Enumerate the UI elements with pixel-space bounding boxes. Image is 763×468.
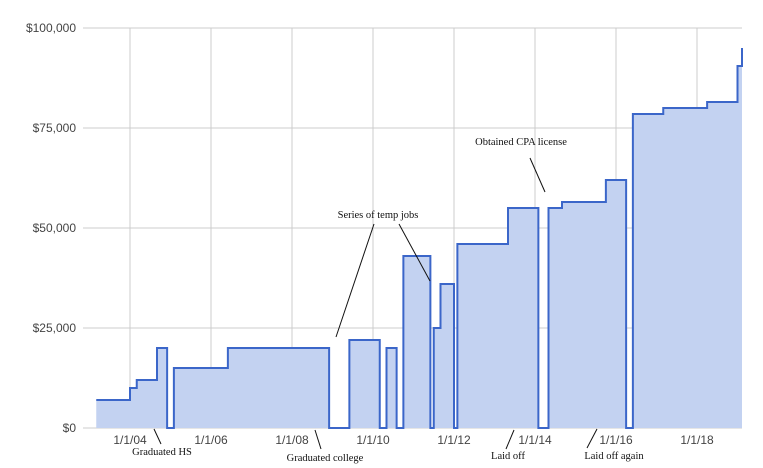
annotation-label: Graduated HS [132,447,192,458]
y-tick-label: $100,000 [26,21,76,35]
annotation-leader [314,429,322,450]
x-tick-label: 1/1/06 [194,433,228,447]
x-tick-label: 1/1/12 [437,433,471,447]
y-tick-label: $0 [63,421,77,435]
salary-step-line [96,48,743,429]
x-tick-label: 1/1/04 [113,433,147,447]
annotation-leader [586,428,598,449]
annotation-leader [398,223,431,282]
x-tick-label: 1/1/18 [680,433,714,447]
y-tick-label: $25,000 [33,321,77,335]
annotation-label: Laid off [491,451,525,462]
annotation-leader [335,223,375,338]
annotation-label: Series of temp jobs [338,210,419,221]
salary-area-fill [96,48,742,428]
x-tick-label: 1/1/08 [275,433,309,447]
annotation-label: Obtained CPA license [475,137,567,148]
annotation-label: Laid off again [584,451,644,462]
y-tick-label: $75,000 [33,121,77,135]
x-axis-ticks: 1/1/04 1/1/06 1/1/08 1/1/10 1/1/12 1/1/14 1/1/… [113,433,714,447]
salary-series [96,48,743,429]
annotation-label: Graduated college [287,453,364,464]
x-tick-label: 1/1/16 [599,433,633,447]
x-tick-label: 1/1/14 [518,433,552,447]
y-axis-ticks: $0 $25,000 $50,000 $75,000 $100,000 [26,21,76,435]
annotation-leader [529,157,546,193]
annotation-leader [153,428,162,445]
x-tick-label: 1/1/10 [356,433,390,447]
annotation-leader [505,429,515,450]
annotations: Graduated HS Graduated college Series of t… [132,137,644,464]
y-tick-label: $50,000 [33,221,77,235]
